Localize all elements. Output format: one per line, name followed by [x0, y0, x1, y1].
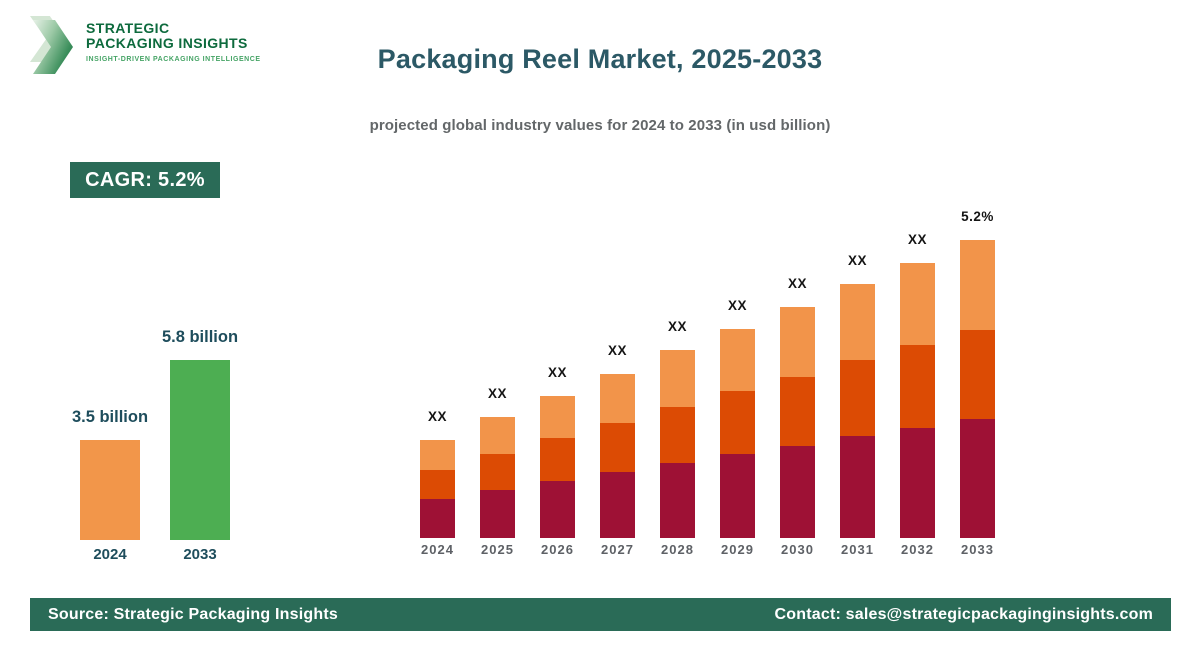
stacked-year-label-2030: 2030	[781, 542, 814, 557]
stacked-bar-2027-bottom-segment	[600, 472, 635, 538]
summary-year-label-2033: 2033	[183, 546, 217, 563]
logo-line-1: STRATEGIC	[86, 20, 170, 36]
logo-line-2: PACKAGING INSIGHTS	[86, 35, 248, 51]
stacked-value-label-2032: XX	[907, 232, 928, 247]
stacked-year-label-2029: 2029	[721, 542, 754, 557]
stacked-value-label-2031: XX	[847, 253, 868, 268]
stacked-bar-2025	[480, 417, 515, 538]
stacked-bar-2026	[540, 396, 575, 538]
cagr-badge: CAGR: 5.2%	[70, 162, 220, 198]
footer-bar: Source: Strategic Packaging Insights Con…	[30, 598, 1171, 631]
stacked-bar-2024-bottom-segment	[420, 499, 455, 538]
stacked-bar-2026-top-segment	[540, 396, 575, 438]
logo-text: STRATEGIC PACKAGING INSIGHTS INSIGHT-DRI…	[86, 20, 261, 64]
stacked-bar-2032-top-segment	[900, 263, 935, 345]
stacked-bar-2027-top-segment	[600, 374, 635, 423]
stacked-year-label-2032: 2032	[901, 542, 934, 557]
stacked-bar-2029-top-segment	[720, 329, 755, 391]
stacked-bar-2033-middle-segment	[960, 330, 995, 419]
stacked-bar-2029-bottom-segment	[720, 454, 755, 538]
page-subtitle: projected global industry values for 202…	[369, 117, 831, 134]
logo-tagline: INSIGHT-DRIVEN PACKAGING INTELLIGENCE	[86, 56, 261, 63]
footer-contact: Contact: sales@strategicpackaginginsight…	[774, 605, 1153, 623]
stacked-year-label-2033: 2033	[961, 542, 994, 557]
stacked-bar-2031	[840, 284, 875, 538]
page-title: Packaging Reel Market, 2025-2033	[377, 44, 823, 74]
stacked-bar-2030	[780, 307, 815, 538]
summary-bar-2033	[170, 360, 230, 540]
stacked-value-label-2026: XX	[547, 365, 568, 380]
stacked-bar-2029-middle-segment	[720, 391, 755, 454]
summary-value-label-2024: 3.5 billion	[71, 408, 149, 426]
stacked-bar-2026-bottom-segment	[540, 481, 575, 538]
stacked-bar-2032-bottom-segment	[900, 428, 935, 538]
stacked-value-label-2030: XX	[787, 276, 808, 291]
footer-source: Source: Strategic Packaging Insights	[48, 605, 338, 623]
stacked-year-label-2026: 2026	[541, 542, 574, 557]
summary-year-label-2024: 2024	[93, 546, 127, 563]
stacked-bar-2029	[720, 329, 755, 538]
stacked-bar-2031-bottom-segment	[840, 436, 875, 538]
summary-bar-2024	[80, 440, 140, 540]
chevron-logo-icon	[30, 16, 74, 74]
stacked-value-label-2029: XX	[727, 298, 748, 313]
stacked-bar-2030-top-segment	[780, 307, 815, 377]
stacked-year-label-2028: 2028	[661, 542, 694, 557]
stacked-value-label-2028: XX	[667, 319, 688, 334]
stacked-bar-2033-top-segment	[960, 240, 995, 330]
stacked-year-label-2031: 2031	[841, 542, 874, 557]
stacked-bar-2028-top-segment	[660, 350, 695, 407]
summary-value-label-2033: 5.8 billion	[161, 328, 239, 346]
stacked-bar-2033-bottom-segment	[960, 419, 995, 538]
stacked-bar-2025-bottom-segment	[480, 490, 515, 538]
stacked-value-label-2025: XX	[487, 386, 508, 401]
stacked-value-label-2033: 5.2%	[961, 209, 994, 224]
stacked-bar-2031-top-segment	[840, 284, 875, 360]
stacked-year-label-2024: 2024	[421, 542, 454, 557]
stacked-bar-2027-middle-segment	[600, 423, 635, 472]
stacked-bar-2028-bottom-segment	[660, 463, 695, 538]
stacked-bar-2026-middle-segment	[540, 438, 575, 481]
stacked-bar-2024-top-segment	[420, 440, 455, 470]
stacked-year-label-2027: 2027	[601, 542, 634, 557]
stacked-year-label-2025: 2025	[481, 542, 514, 557]
stacked-bar-2030-bottom-segment	[780, 446, 815, 538]
stacked-bar-2033	[960, 240, 995, 538]
stacked-bar-2024-middle-segment	[420, 470, 455, 499]
company-logo: STRATEGIC PACKAGING INSIGHTS INSIGHT-DRI…	[30, 14, 290, 78]
stacked-bar-2028	[660, 350, 695, 538]
stacked-bar-2032-middle-segment	[900, 345, 935, 428]
stacked-value-label-2024: XX	[427, 409, 448, 424]
stacked-bar-2027	[600, 374, 635, 538]
stacked-bar-2025-top-segment	[480, 417, 515, 454]
stacked-bar-2024	[420, 440, 455, 538]
stacked-bar-2031-middle-segment	[840, 360, 875, 436]
stacked-value-label-2027: XX	[607, 343, 628, 358]
stacked-bar-2032	[900, 263, 935, 538]
stacked-bar-2028-middle-segment	[660, 407, 695, 463]
stacked-bar-2025-middle-segment	[480, 454, 515, 490]
stacked-bar-2030-middle-segment	[780, 377, 815, 446]
